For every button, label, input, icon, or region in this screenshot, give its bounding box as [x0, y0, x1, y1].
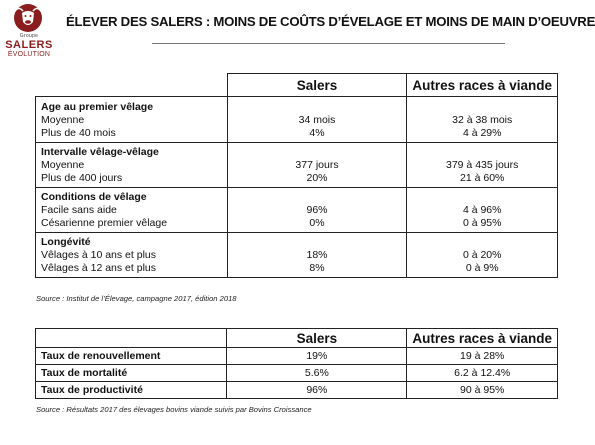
header-salers: Salers: [226, 73, 408, 97]
table-row: Vêlages à 10 ans et plus 18% 0 à 20%: [35, 249, 558, 262]
salers-value: 96%: [226, 204, 408, 217]
logo-brand-text: SALERS: [5, 39, 53, 51]
group-row-conditions: Conditions de vêlage: [35, 187, 558, 204]
autres-value: 4 à 29%: [406, 127, 558, 143]
salers-evolution-logo: Groupe SALERS ÉVOLUTION: [3, 3, 55, 71]
row-label: Facile sans aide: [35, 204, 228, 217]
group-row-intervalle: Intervalle vêlage-vêlage: [35, 142, 558, 159]
row-label: Vêlages à 12 ans et plus: [35, 262, 228, 278]
salers-value: 5.6%: [226, 364, 408, 382]
salers-value: 18%: [226, 249, 408, 262]
table-header-row: Salers Autres races à viande: [35, 73, 558, 97]
salers-value: 34 mois: [226, 114, 408, 127]
header-blank-cell: [34, 328, 228, 348]
row-label: Taux de renouvellement: [34, 347, 228, 365]
table-row: Plus de 40 mois 4% 4 à 29%: [35, 127, 558, 143]
autres-value: 379 à 435 jours: [406, 159, 558, 172]
group-label: Longévité: [35, 232, 228, 249]
autres-value: 90 à 95%: [406, 381, 558, 399]
group-label: Conditions de vêlage: [35, 187, 228, 204]
calving-comparison-table: Salers Autres races à viande Age au prem…: [35, 73, 558, 278]
title-divider: [152, 43, 505, 44]
row-label: Taux de mortalité: [34, 364, 228, 382]
header-autres-races: Autres races à viande: [406, 73, 558, 97]
salers-value: 377 jours: [226, 159, 408, 172]
row-label: Moyenne: [35, 159, 228, 172]
herd-rates-table: Salers Autres races à viande Taux de ren…: [34, 328, 558, 399]
salers-value: 4%: [226, 127, 408, 143]
autres-value: 19 à 28%: [406, 347, 558, 365]
table-row: Taux de mortalité 5.6% 6.2 à 12.4%: [34, 364, 558, 382]
table1-source: Source : Institut de l’Élevage, campagne…: [36, 294, 237, 303]
table-row: Plus de 400 jours 20% 21 à 60%: [35, 172, 558, 188]
group-row-premier-velage: Age au premier vêlage: [35, 96, 558, 114]
table-row: Taux de renouvellement 19% 19 à 28%: [34, 347, 558, 365]
row-label: Césarienne premier vêlage: [35, 217, 228, 233]
page-title: ÉLEVER DES SALERS : MOINS DE COÛTS D’ÉVE…: [66, 14, 595, 29]
row-label: Moyenne: [35, 114, 228, 127]
cow-head-icon: [14, 4, 42, 32]
salers-value: 19%: [226, 347, 408, 365]
row-label: Taux de productivité: [34, 381, 228, 399]
row-label: Plus de 400 jours: [35, 172, 228, 188]
group-row-longevite: Longévité: [35, 232, 558, 249]
table-row: Taux de productivité 96% 90 à 95%: [34, 381, 558, 399]
autres-value: 21 à 60%: [406, 172, 558, 188]
salers-value: 0%: [226, 217, 408, 233]
header-autres-races: Autres races à viande: [406, 328, 558, 348]
autres-value: 0 à 9%: [406, 262, 558, 278]
table-row: Facile sans aide 96% 4 à 96%: [35, 204, 558, 217]
table-row: Césarienne premier vêlage 0% 0 à 95%: [35, 217, 558, 233]
table-row: Vêlages à 12 ans et plus 8% 0 à 9%: [35, 262, 558, 278]
salers-value: 8%: [226, 262, 408, 278]
group-label: Intervalle vêlage-vêlage: [35, 142, 228, 159]
row-label: Vêlages à 10 ans et plus: [35, 249, 228, 262]
autres-value: 4 à 96%: [406, 204, 558, 217]
table-row: Moyenne 34 mois 32 à 38 mois: [35, 114, 558, 127]
salers-value: 96%: [226, 381, 408, 399]
salers-value: 20%: [226, 172, 408, 188]
table-header-row: Salers Autres races à viande: [34, 328, 558, 348]
header-blank-cell: [35, 73, 228, 97]
header-salers: Salers: [226, 328, 408, 348]
autres-value: 32 à 38 mois: [406, 114, 558, 127]
autres-value: 0 à 95%: [406, 217, 558, 233]
table2-source: Source : Résultats 2017 des élevages bov…: [36, 405, 312, 414]
logo-sub-text: ÉVOLUTION: [7, 51, 51, 58]
table-row: Moyenne 377 jours 379 à 435 jours: [35, 159, 558, 172]
autres-value: 6.2 à 12.4%: [406, 364, 558, 382]
autres-value: 0 à 20%: [406, 249, 558, 262]
logo-group-text: Groupe: [19, 33, 39, 39]
group-label: Age au premier vêlage: [35, 96, 228, 114]
row-label: Plus de 40 mois: [35, 127, 228, 143]
